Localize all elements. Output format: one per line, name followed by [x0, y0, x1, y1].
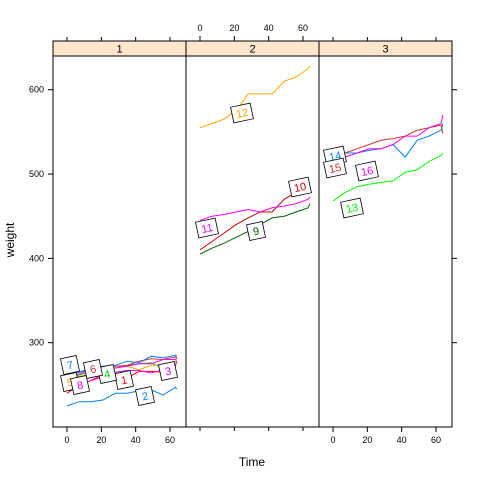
y-tick-label: 300 — [29, 338, 44, 348]
curve-label-7: 7 — [60, 355, 80, 375]
curve-label-9: 9 — [246, 221, 266, 241]
strip-label: 3 — [382, 44, 388, 56]
svg-text:1: 1 — [120, 374, 128, 387]
y-axis-title: weight — [3, 222, 17, 258]
svg-text:8: 8 — [76, 379, 84, 392]
svg-text:16: 16 — [360, 165, 374, 179]
svg-text:12: 12 — [235, 107, 249, 121]
x-tick-label: 40 — [264, 23, 274, 33]
series-line-12 — [199, 65, 311, 129]
strip-label: 2 — [249, 44, 255, 56]
curve-label-10: 10 — [288, 176, 312, 198]
x-tick-label: 0 — [197, 23, 202, 33]
curve-label-3: 3 — [158, 361, 178, 381]
x-tick-label: 0 — [330, 435, 335, 445]
x-axis-title: Time — [239, 455, 266, 469]
x-tick-label: 0 — [64, 435, 69, 445]
series-line-13 — [332, 152, 444, 202]
panel-2: 2 9 10 11 12 — [185, 40, 320, 428]
svg-text:3: 3 — [164, 365, 172, 378]
y-tick-label: 600 — [29, 85, 44, 95]
curve-label-12: 12 — [230, 102, 254, 124]
x-tick-label: 20 — [96, 435, 106, 445]
series-line-11 — [199, 196, 311, 221]
panel-frame — [318, 55, 453, 428]
svg-text:11: 11 — [200, 222, 214, 236]
series-line-2 — [66, 386, 178, 407]
series-line-15 — [332, 124, 444, 158]
curve-label-2: 2 — [135, 386, 155, 406]
y-tick-label: 500 — [29, 169, 44, 179]
svg-text:7: 7 — [66, 359, 74, 372]
series-line-10 — [199, 188, 311, 251]
curve-label-1: 1 — [114, 370, 134, 390]
x-tick-label: 40 — [397, 435, 407, 445]
svg-text:13: 13 — [345, 202, 359, 216]
svg-text:5: 5 — [66, 376, 74, 389]
x-tick-label: 20 — [362, 435, 372, 445]
curve-label-16: 16 — [355, 160, 379, 182]
series-line-16 — [332, 114, 444, 167]
curve-label-15: 15 — [323, 157, 347, 179]
curve-label-13: 13 — [340, 197, 364, 219]
strip-label: 1 — [116, 44, 122, 56]
curve-label-6: 6 — [83, 359, 103, 379]
x-tick-label: 60 — [165, 435, 175, 445]
svg-text:10: 10 — [293, 181, 307, 195]
svg-text:6: 6 — [89, 363, 97, 376]
x-tick-label: 20 — [229, 23, 239, 33]
svg-text:15: 15 — [328, 162, 342, 176]
svg-text:2: 2 — [141, 390, 149, 403]
x-tick-label: 60 — [431, 435, 441, 445]
x-tick-label: 40 — [131, 435, 141, 445]
y-tick-label: 400 — [29, 253, 44, 263]
panel-frame — [185, 55, 320, 428]
x-tick-label: 60 — [298, 23, 308, 33]
curve-label-11: 11 — [195, 217, 219, 239]
svg-text:4: 4 — [103, 368, 111, 381]
svg-text:9: 9 — [252, 225, 260, 238]
curve-label-8: 8 — [70, 375, 90, 395]
